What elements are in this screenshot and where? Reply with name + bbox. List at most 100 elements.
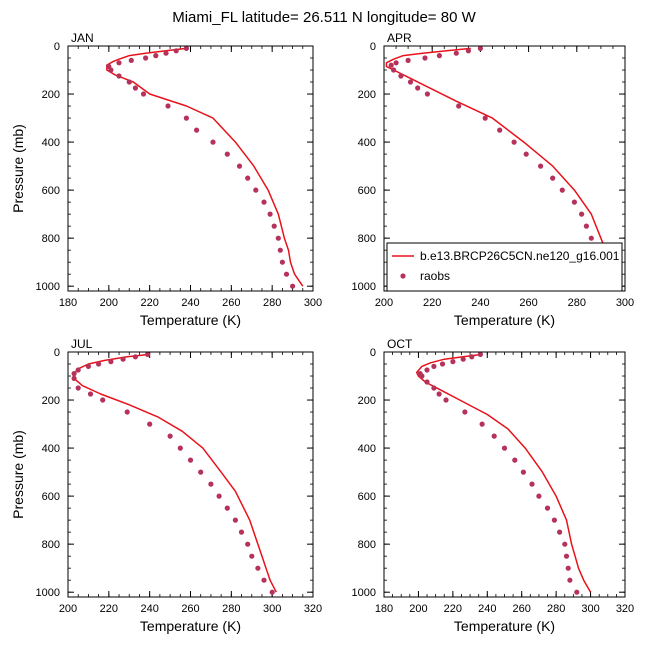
x-tick-label: 300 xyxy=(304,297,322,309)
raob-point xyxy=(443,397,449,403)
raob-point xyxy=(482,115,488,121)
raob-point xyxy=(529,481,535,487)
legend: b.e13.BRCP26C5CN.ne120_g16.001 raobs xyxy=(386,242,623,292)
raob-point xyxy=(415,85,421,91)
raob-point xyxy=(431,385,437,391)
raob-point xyxy=(267,211,273,217)
raob-point xyxy=(424,379,430,385)
panels: JAN 180 200 220 240 260 280 300 0 200 400 600 800 100… xyxy=(10,31,634,634)
x-tick-label: 220 xyxy=(100,603,118,615)
raob-point xyxy=(255,565,261,571)
y-tick-label: 0 xyxy=(370,347,376,359)
x-tick-label: 320 xyxy=(304,603,322,615)
raob-point xyxy=(424,91,430,97)
raob-point xyxy=(124,409,130,415)
raob-point xyxy=(145,352,151,357)
raob-point xyxy=(479,421,485,427)
x-axis-title: Temperature (K) xyxy=(454,618,555,634)
x-tick-label: 240 xyxy=(471,297,489,309)
raob-point xyxy=(208,481,214,487)
y-tick-label: 800 xyxy=(358,233,376,245)
y-tick-label: 400 xyxy=(42,443,60,455)
legend-obs-marker xyxy=(400,273,406,279)
raob-point xyxy=(497,127,503,133)
raob-point xyxy=(277,247,283,253)
plot-area xyxy=(71,352,277,595)
raob-point xyxy=(469,354,475,360)
raob-point xyxy=(163,50,169,56)
x-axis-title: Temperature (K) xyxy=(140,618,241,634)
raob-point xyxy=(187,457,194,463)
raob-point xyxy=(557,529,563,535)
raob-point xyxy=(245,175,251,181)
raob-point xyxy=(269,589,275,595)
x-axis-title: Temperature (K) xyxy=(454,312,555,328)
model-profile-line xyxy=(106,47,304,287)
raob-point xyxy=(511,139,517,145)
raob-point xyxy=(431,363,437,369)
raob-point xyxy=(116,73,122,79)
raob-point xyxy=(132,354,138,360)
y-tick-label: 200 xyxy=(42,395,60,407)
y-tick-label: 600 xyxy=(358,185,376,197)
raob-point xyxy=(523,151,529,157)
raob-point xyxy=(579,211,585,217)
y-tick-label: 800 xyxy=(358,539,376,551)
raob-point xyxy=(571,199,578,205)
x-tick-label: 180 xyxy=(59,297,77,309)
x-tick-label: 280 xyxy=(222,603,240,615)
y-tick-label: 1000 xyxy=(36,587,60,599)
raob-point xyxy=(108,67,114,73)
x-tick-label: 240 xyxy=(181,297,199,309)
raob-point xyxy=(501,445,508,451)
x-tick-label: 260 xyxy=(513,603,531,615)
x-tick-label: 200 xyxy=(375,297,393,309)
y-tick-label: 200 xyxy=(358,395,376,407)
raob-point xyxy=(388,62,394,68)
raob-point xyxy=(245,541,251,547)
y-tick-label: 400 xyxy=(358,137,376,149)
y-tick-label: 0 xyxy=(54,41,60,53)
raob-point xyxy=(422,55,428,61)
raob-point xyxy=(551,517,558,523)
raob-point xyxy=(544,505,551,511)
raob-point xyxy=(550,175,556,181)
legend-obs-label: raobs xyxy=(420,269,450,283)
y-tick-label: 800 xyxy=(42,539,60,551)
panel-label: JAN xyxy=(71,31,94,45)
raob-point xyxy=(216,493,222,499)
raob-point xyxy=(147,421,153,427)
raob-point xyxy=(128,57,134,64)
y-tick-label: 1000 xyxy=(36,281,60,293)
panel-jan: JAN 180 200 220 240 260 280 300 0 200 400 600 800 100… xyxy=(10,31,322,328)
x-tick-label: 200 xyxy=(59,603,77,615)
panel-label: JUL xyxy=(71,337,93,351)
raob-point xyxy=(198,469,204,475)
x-tick-label: 320 xyxy=(616,603,634,615)
raob-point xyxy=(520,469,527,475)
y-tick-label: 400 xyxy=(42,137,60,149)
raob-point xyxy=(583,223,590,229)
raob-point xyxy=(96,361,102,367)
raob-point xyxy=(536,493,542,499)
x-tick-label: 280 xyxy=(547,603,565,615)
plot-frame xyxy=(67,351,314,598)
y-tick-label: 400 xyxy=(358,443,376,455)
raob-point xyxy=(153,53,159,59)
raob-point xyxy=(574,589,580,595)
x-tick-label: 180 xyxy=(375,603,393,615)
raob-point xyxy=(465,48,471,54)
x-tick-label: 200 xyxy=(100,297,118,309)
raob-point xyxy=(210,139,216,145)
plot-frame xyxy=(67,45,314,292)
x-tick-label: 300 xyxy=(263,603,281,615)
y-tick-label: 200 xyxy=(358,89,376,101)
raob-point xyxy=(224,151,230,157)
raob-point xyxy=(140,91,147,97)
raob-point xyxy=(177,445,183,451)
y-tick-label: 800 xyxy=(42,233,60,245)
y-tick-label: 1000 xyxy=(352,587,376,599)
raob-point xyxy=(132,85,138,91)
raob-point xyxy=(462,409,468,415)
model-profile-line xyxy=(415,353,592,593)
